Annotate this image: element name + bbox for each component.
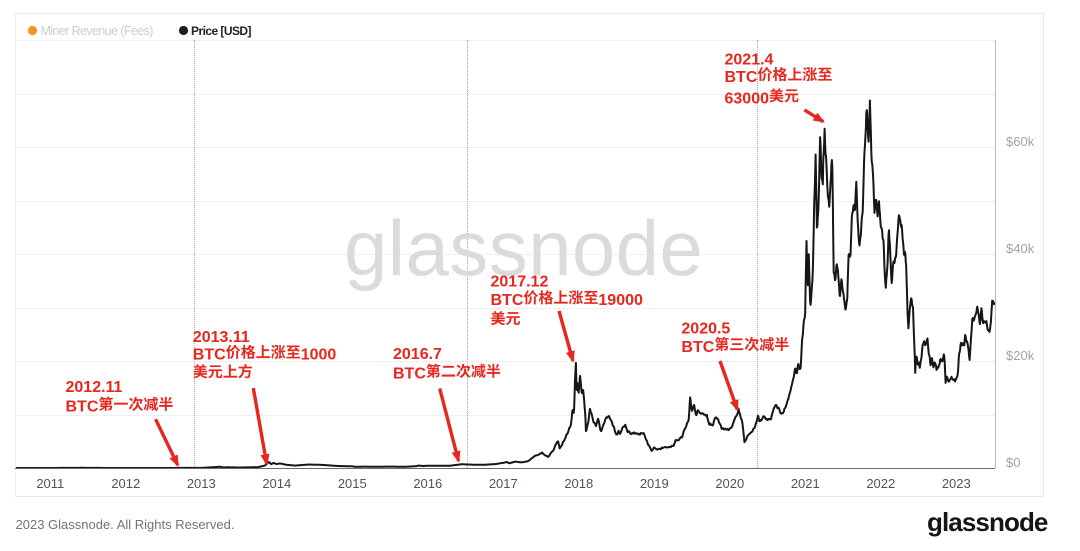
svg-text:2020.5: 2020.5: [681, 320, 730, 337]
svg-text:19000: 19000: [598, 292, 643, 309]
svg-text:BTC: BTC: [491, 292, 524, 309]
svg-text:2012.11: 2012.11: [66, 379, 123, 396]
svg-text:2021.4: 2021.4: [725, 52, 774, 69]
svg-text:2017.12: 2017.12: [491, 274, 549, 291]
svg-text:BTC: BTC: [681, 339, 714, 356]
svg-text:BTC: BTC: [193, 347, 226, 364]
svg-text:BTC: BTC: [66, 399, 99, 416]
svg-text:2016.7: 2016.7: [393, 346, 442, 363]
svg-text:BTC: BTC: [393, 366, 426, 383]
svg-text:BTC: BTC: [725, 69, 758, 86]
svg-text:2013.11: 2013.11: [193, 329, 250, 346]
svg-text:1000: 1000: [301, 347, 337, 364]
svg-text:63000: 63000: [725, 90, 770, 107]
